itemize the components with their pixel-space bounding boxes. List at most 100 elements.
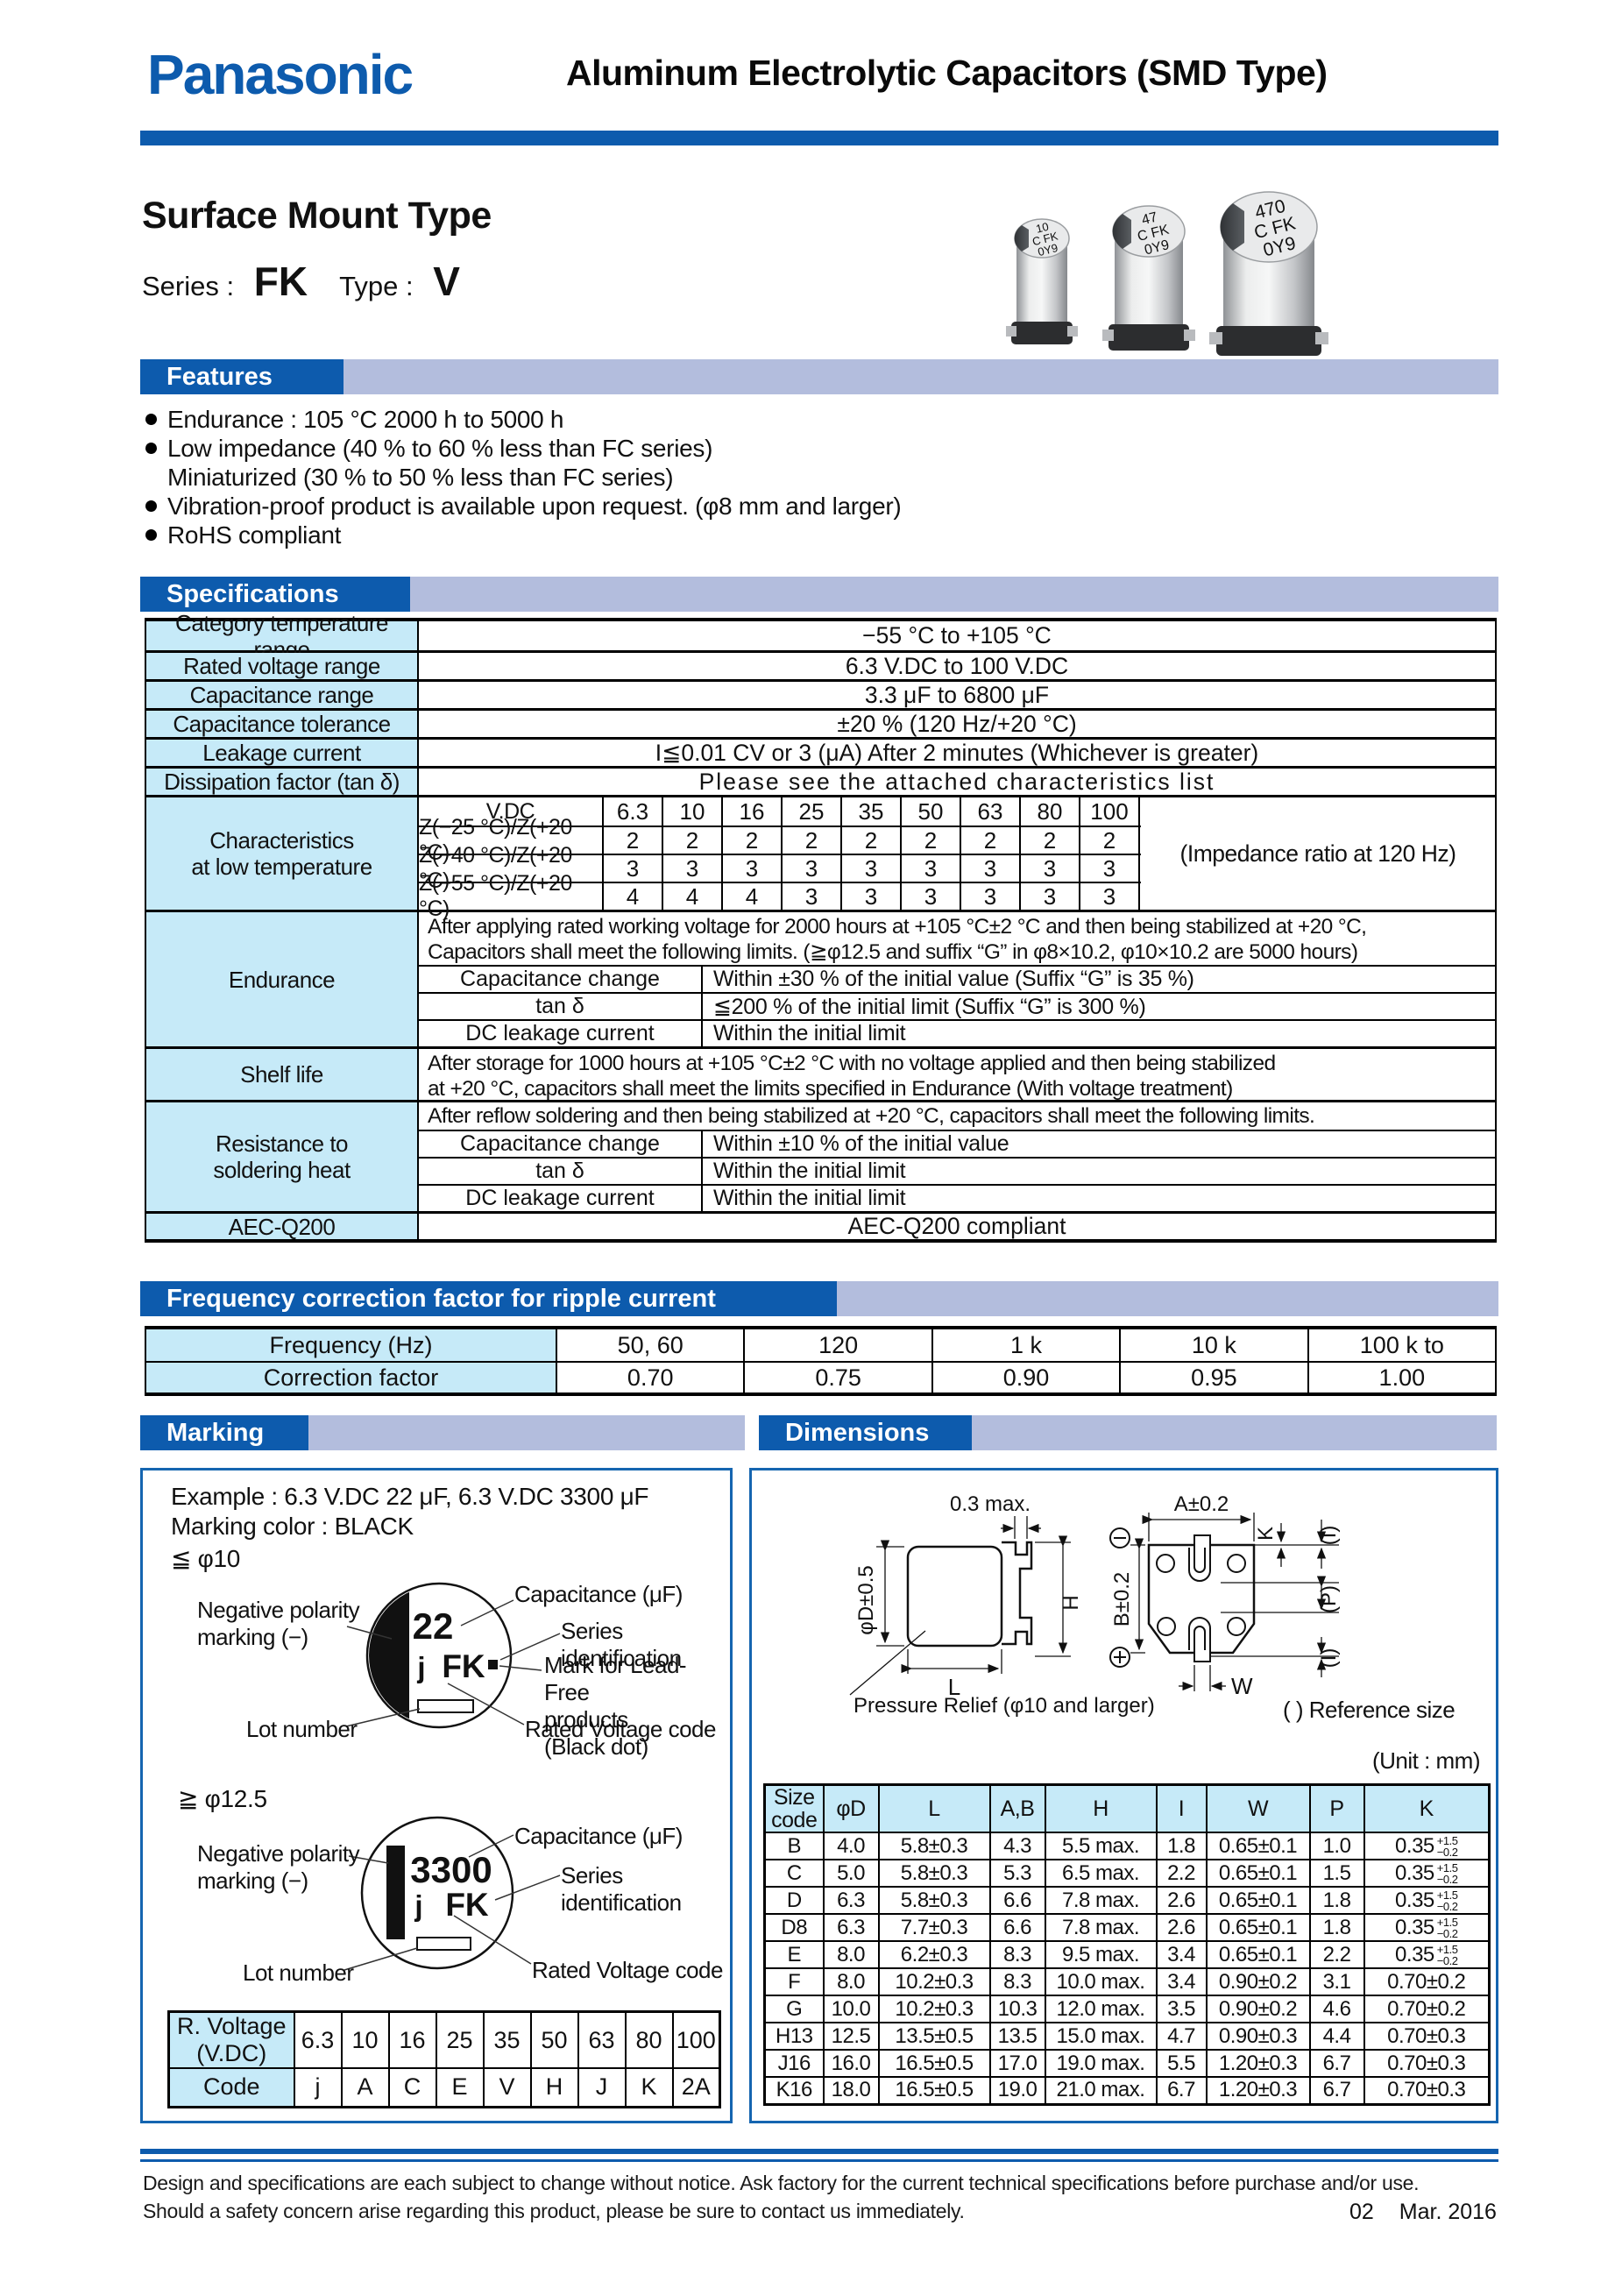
- series-line: Series : FK Type : V: [142, 258, 460, 305]
- size-cell: 0.90±0.2: [1205, 1967, 1311, 1996]
- capacitor-small: 10 C FK 0Y9: [1006, 218, 1078, 344]
- size-cell: 13.5: [988, 2022, 1046, 2051]
- size-cell: 18.0: [822, 2076, 880, 2105]
- size-cell: 0.70±0.3: [1363, 2049, 1491, 2078]
- bullet-icon: [145, 414, 157, 425]
- marking-diagram-small: 22 j FK: [345, 1582, 561, 1729]
- low-temp-header-row: V.DC 6.3 10 16 25 35 50 63 80 100: [419, 797, 1141, 826]
- z-ratio-label: Z(−55 °C)/Z(+20 °C): [419, 871, 604, 921]
- voltage-value: 63: [577, 2010, 627, 2069]
- size-cell: 8.3: [988, 1940, 1046, 1969]
- code-value: J: [577, 2067, 627, 2108]
- voltage-row: R. Voltage (V.DC) 6.3 10 16 25 35 50 63 80 100: [167, 2010, 721, 2069]
- size-cell: 12.0 max.: [1044, 1995, 1158, 2023]
- type-value: V: [433, 259, 460, 304]
- spec-row-value: 6.3 V.DC to 100 V.DC: [845, 652, 1069, 679]
- endurance-para-line1: After applying rated working voltage for…: [428, 915, 1367, 939]
- subrow-label: Capacitance change: [419, 967, 703, 992]
- spec-row-value: ±20 % (120 Hz/+20 °C): [837, 710, 1077, 737]
- size-cell: 0.70±0.3: [1363, 2076, 1491, 2105]
- frequency-row: Frequency (Hz) 50, 60 120 1 k 10 k 100 k…: [146, 1329, 1495, 1361]
- size-cell: G: [763, 1995, 825, 2023]
- frequency-row-label: Correction factor: [146, 1363, 557, 1392]
- spec-row-value: I≦0.01 CV or 3 (μA) After 2 minutes (Whi…: [655, 739, 1259, 766]
- size-cell: K16: [763, 2076, 825, 2105]
- size-header: Size code: [763, 1783, 825, 1833]
- voltage-code-table: R. Voltage (V.DC) 6.3 10 16 25 35 50 63 80 100 Code…: [167, 2010, 721, 2108]
- spec-aec-row: AEC-Q200 AEC-Q200 compliant: [146, 1211, 1495, 1240]
- frequency-bar: Frequency correction factor for ripple c…: [140, 1281, 1498, 1316]
- vdc-value: 10: [663, 797, 723, 826]
- z-ratio-value: 3: [961, 855, 1021, 882]
- size-cell: 0.70±0.3: [1363, 2022, 1491, 2051]
- size-cell: 0.65±0.1: [1205, 1859, 1311, 1888]
- cap-small-line-2: 0Y9: [1037, 241, 1059, 259]
- size-cell: C: [763, 1859, 825, 1888]
- size-row: C 5.0 5.8±0.3 5.3 6.5 max. 2.2 0.65±0.1 1.5 0.35…: [763, 1859, 1491, 1888]
- frequency-cell: 0.95: [1121, 1363, 1309, 1392]
- size-cell: 7.8 max.: [1044, 1886, 1158, 1915]
- code-value: A: [340, 2067, 390, 2108]
- features-bar: Features: [140, 359, 1498, 394]
- size-cell: 1.5: [1308, 1859, 1365, 1888]
- disc-small-capacitance: 22: [413, 1605, 454, 1647]
- code-row-label: Code: [167, 2067, 295, 2108]
- tolerance: +1.5 −0.2: [1436, 1916, 1458, 1941]
- subrow-text: Within ±30 % of the initial value (Suffi…: [713, 967, 1194, 991]
- spec-row-label: Leakage current: [146, 740, 419, 766]
- code-value: C: [387, 2067, 437, 2108]
- marking-example: Example : 6.3 V.DC 22 μF, 6.3 V.DC 3300 …: [171, 1483, 649, 1510]
- spec-low-temp-block: Characteristics at low temperature V.DC 6…: [146, 795, 1495, 921]
- z-ratio-value: 3: [783, 855, 842, 882]
- size-row: D 6.3 5.8±0.3 6.6 7.8 max. 2.6 0.65±0.1 1.8 0.35…: [763, 1886, 1491, 1915]
- z-ratio-value: 3: [902, 883, 961, 910]
- size-cell: 0.65±0.1: [1205, 1886, 1311, 1915]
- panasonic-logo: Panasonic: [147, 43, 414, 106]
- size-row: E 8.0 6.2±0.3 8.3 9.5 max. 3.4 0.65±0.1 2.2 0.35…: [763, 1940, 1491, 1969]
- size-cell: 10.2±0.3: [877, 1967, 991, 1996]
- z-ratio-value: 3: [1080, 883, 1140, 910]
- z-ratio-value: 2: [902, 827, 961, 854]
- negative-polarity-bar: [386, 1846, 405, 1939]
- size-cell: 3.4: [1155, 1940, 1208, 1969]
- label-lot-number: Lot number: [243, 1959, 354, 1986]
- soldering-para-line: After reflow soldering and then being st…: [428, 1104, 1315, 1128]
- z-ratio-value: 3: [783, 883, 842, 910]
- page-number: 02: [1349, 2200, 1374, 2224]
- z-ratio-value: 2: [1080, 827, 1140, 854]
- product-title: Surface Mount Type: [142, 195, 492, 237]
- size-cell: 13.5±0.5: [877, 2022, 991, 2051]
- size-cell: 9.5 max.: [1044, 1940, 1158, 1969]
- size-cell: 0.35 +1.5 −0.2: [1363, 1886, 1491, 1915]
- size-cell: B: [763, 1832, 825, 1860]
- size-cell: 6.3: [822, 1886, 880, 1915]
- size-cell: 6.7: [1308, 2076, 1365, 2105]
- marking-small-heading: ≦ φ10: [171, 1545, 241, 1572]
- shelf-para-line2: at +20 °C, capacitors shall meet the lim…: [428, 1077, 1233, 1101]
- size-header: I: [1155, 1783, 1208, 1833]
- shelf-para-line1: After storage for 1000 hours at +105 °C±…: [428, 1052, 1276, 1075]
- z-ratio-value: 2: [961, 827, 1021, 854]
- size-cell: 7.8 max.: [1044, 1913, 1158, 1942]
- spec-row: Capacitance range 3.3 μF to 6800 μF: [146, 679, 1495, 708]
- size-cell: 0.35 +1.5 −0.2: [1363, 1940, 1491, 1969]
- capacitor-medium: 47 C FK 0Y9: [1102, 205, 1195, 351]
- size-cell: 2.6: [1155, 1913, 1208, 1942]
- size-row: J16 16.0 16.5±0.5 17.0 19.0 max. 5.5 1.20±0.3 6…: [763, 2049, 1491, 2078]
- size-cell: H13: [763, 2022, 825, 2051]
- vdc-value: 16: [723, 797, 783, 826]
- endurance-subrow: Capacitance change Within ±30 % of the i…: [419, 965, 1495, 992]
- subrow-text: ≦200 % of the initial limit (Suffix “G” …: [713, 994, 1146, 1019]
- size-cell: 5.8±0.3: [877, 1859, 991, 1888]
- size-cell: 2.2: [1155, 1859, 1208, 1888]
- subrow-label: Capacitance change: [419, 1131, 703, 1157]
- size-cell: 5.5 max.: [1044, 1832, 1158, 1860]
- subrow-text: Within ±10 % of the initial value: [713, 1131, 1009, 1156]
- series-label: Series :: [142, 271, 235, 301]
- specifications-table: Category temperature range −55 °C to +10…: [145, 610, 1497, 1243]
- size-cell: 1.8: [1155, 1832, 1208, 1860]
- size-cell: 1.20±0.3: [1205, 2049, 1311, 2078]
- tolerance: +1.5 −0.2: [1436, 1834, 1458, 1860]
- marking-box: Example : 6.3 V.DC 22 μF, 6.3 V.DC 3300 …: [140, 1468, 733, 2123]
